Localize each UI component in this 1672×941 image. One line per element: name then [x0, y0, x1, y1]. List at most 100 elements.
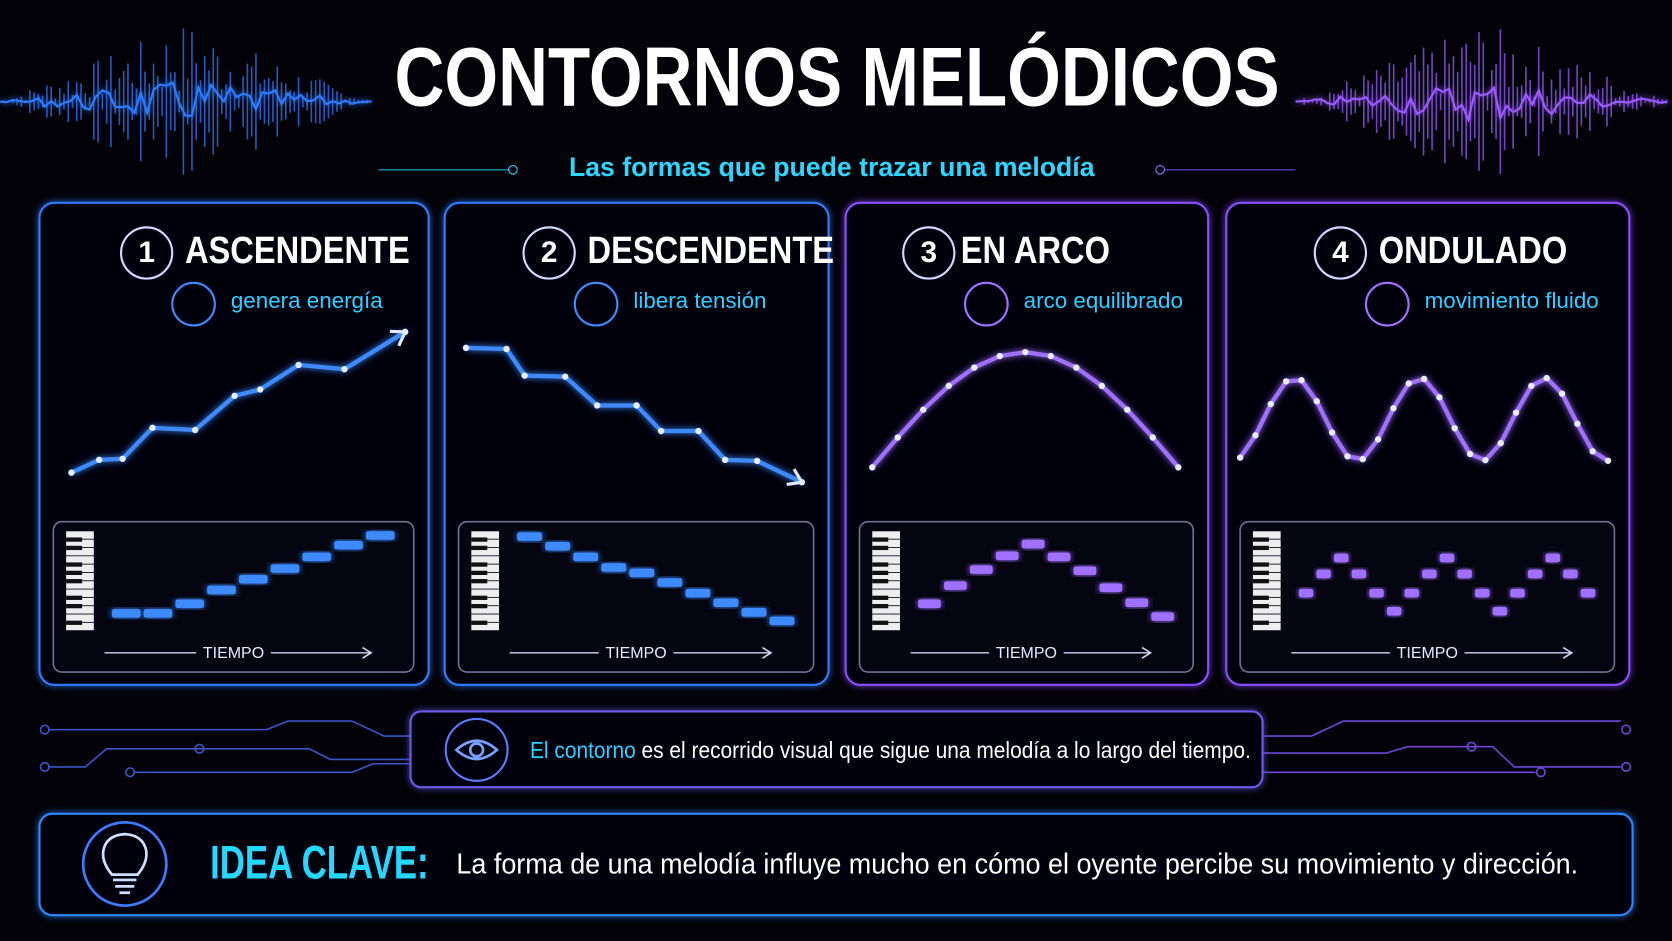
- roll-note: [1099, 583, 1123, 593]
- contour-point: [1313, 398, 1320, 405]
- roll-note: [769, 616, 795, 626]
- piano-key: [872, 531, 900, 539]
- time-arrow: [761, 646, 773, 659]
- piano-key: [1252, 572, 1281, 581]
- piano-black-key: [471, 537, 488, 542]
- circuit-node: [194, 743, 205, 754]
- piano-black-key: [471, 604, 488, 609]
- note-box: [409, 710, 1264, 789]
- card-subtitle: libera tensión: [633, 288, 766, 313]
- card-subtitle: arco equilibrado: [1024, 288, 1183, 313]
- piano-key: [66, 539, 94, 548]
- card-number: 3: [920, 236, 937, 269]
- contour-point: [1282, 378, 1290, 385]
- contour-point: [1022, 348, 1029, 356]
- roll-note: [365, 531, 395, 540]
- piano-key: [471, 589, 500, 597]
- piano-black-key: [872, 620, 889, 625]
- roll-note: [302, 552, 332, 562]
- card-subtitle: genera energía: [231, 288, 383, 313]
- roll-note: [1021, 539, 1045, 549]
- piano-key: [872, 539, 900, 548]
- card-icon: [1364, 281, 1410, 327]
- roll-note: [713, 598, 739, 607]
- roll-note: [944, 581, 967, 590]
- time-label: TIEMPO: [1397, 645, 1458, 662]
- subtitle: Las formas que puede trazar una melodía: [569, 152, 1095, 182]
- card-title: ONDULADO: [1379, 229, 1567, 272]
- eye-icon: [454, 739, 499, 761]
- piano-black-key: [66, 620, 83, 625]
- circuit-trace: [47, 720, 411, 737]
- piano-key: [66, 572, 94, 581]
- piano-key: [471, 547, 500, 556]
- roll-note: [1125, 598, 1149, 607]
- roll-note: [545, 541, 571, 551]
- eye-icon-ring: [444, 717, 509, 782]
- roll-note: [1073, 566, 1097, 575]
- circuit-node: [39, 724, 50, 735]
- piano-black-key: [872, 570, 889, 575]
- piano-black-key: [1252, 545, 1269, 551]
- piano-key: [66, 597, 94, 606]
- piano-key: [471, 606, 500, 614]
- piano-black-key: [471, 579, 488, 584]
- piano-key: [872, 564, 900, 573]
- time-arrow: [1562, 646, 1574, 659]
- roll-note: [741, 608, 767, 617]
- piano-key: [872, 556, 900, 564]
- roll-note: [207, 585, 236, 595]
- piano-black-key: [471, 620, 488, 625]
- contour-point: [1451, 424, 1458, 432]
- card-subtitle: movimiento fluido: [1425, 288, 1599, 313]
- bulb-icon: [101, 832, 148, 895]
- contour-point: [256, 386, 264, 393]
- piano-black-key: [1252, 562, 1269, 567]
- cards: 1 ASCENDENTE genera energía TIEMPO 2 DESCENDE…: [38, 201, 1631, 686]
- contour-point: [996, 352, 1003, 360]
- contour-point: [894, 434, 901, 441]
- card-number-ring: [522, 226, 576, 280]
- piano-key: [872, 606, 900, 614]
- contour-point: [1497, 439, 1504, 447]
- circuit-node: [1621, 761, 1632, 773]
- time-label: TIEMPO: [996, 645, 1057, 662]
- piano-key: [1252, 606, 1281, 614]
- contour-point: [695, 427, 702, 435]
- roll-note: [334, 540, 363, 550]
- piano-key: [66, 606, 94, 614]
- roll-note: [1369, 588, 1384, 598]
- roll-note: [1404, 588, 1419, 598]
- eye-pupil: [468, 742, 485, 758]
- note-rest: es el recorrido visual que sigue una mel…: [641, 737, 1250, 763]
- piano-key: [1252, 614, 1281, 622]
- contour-point: [920, 406, 927, 413]
- piano-black-key: [66, 562, 83, 567]
- contour-point: [68, 469, 75, 476]
- contour-point: [721, 456, 729, 464]
- contour-point: [1543, 374, 1550, 382]
- roll-note: [573, 552, 599, 562]
- bulb-ring: [81, 821, 168, 907]
- piano-roll: [858, 520, 1195, 673]
- contour-point: [521, 372, 528, 379]
- contour-point: [1047, 352, 1054, 360]
- time-label: TIEMPO: [203, 645, 264, 662]
- piano-black-key: [1252, 537, 1269, 542]
- card-number: 4: [1332, 236, 1349, 269]
- contour-point: [1124, 406, 1131, 413]
- roll-note: [1422, 569, 1437, 579]
- contour-point: [119, 455, 126, 462]
- piano-black-key: [471, 570, 488, 575]
- key-idea-label: IDEA CLAVE:: [210, 836, 429, 888]
- roll-note: [1563, 569, 1578, 579]
- contour-point: [1374, 436, 1382, 443]
- card-number-ring: [902, 226, 956, 280]
- piano-black-key: [872, 562, 889, 567]
- piano-key: [872, 572, 900, 581]
- roll-note: [995, 551, 1019, 561]
- piano-black-key: [66, 537, 83, 542]
- contour-point: [869, 464, 876, 471]
